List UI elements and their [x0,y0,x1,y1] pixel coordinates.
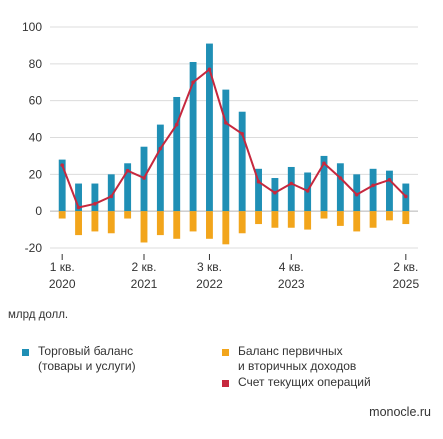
trade-balance-bar-1 [75,183,82,212]
current-account-point-7 [174,122,179,127]
trade-balance-bar-7 [173,96,181,212]
legend-item-current-account: Счет текущих операций [222,375,371,390]
x-tick-year-label-0: 2020 [49,277,76,291]
income-balance-bar-3 [107,211,115,234]
x-tick-quarter-label-0: 1 кв. [50,260,75,274]
current-account-point-13 [273,190,277,195]
trade-balance-bar-11 [238,111,246,212]
legend-label-trade-line1: Торговый баланс [38,344,134,358]
income-balance-bar-8 [189,211,197,232]
legend-swatch-income-balance [222,349,229,356]
x-tick-quarter-label-14: 4 кв. [279,260,304,274]
source-credit: monocle.ru [369,405,431,419]
current-account-point-3 [109,194,114,199]
income-balance-bar-13 [271,211,279,228]
current-account-line [61,68,407,209]
x-tick-quarter-label-21: 2 кв. [393,260,418,274]
y-tick-label-80: 80 [29,57,43,71]
current-account-point-14 [289,181,294,186]
income-balance-bar-5 [140,211,148,243]
trade-balance-bar-20 [386,170,393,212]
trade-balance-bar-18 [353,174,361,212]
income-balance-bar-18 [353,211,361,232]
x-tick-year-label-14: 2023 [278,277,305,291]
legend-label-current-account: Счет текущих операций [238,375,371,389]
trade-balance-bar-14 [287,166,295,212]
current-account-point-11 [240,132,244,136]
y-tick-label-40: 40 [29,131,43,145]
current-account-point-6 [158,146,163,151]
income-balance-bar-10 [222,211,230,245]
current-account-point-21 [404,194,408,199]
current-account-point-12 [256,179,261,184]
current-account-point-18 [354,192,359,197]
income-balance-bar-2 [91,211,99,232]
y-tick-label-60: 60 [29,94,43,108]
income-balance-bar-4 [124,211,132,219]
y-tick-label-20: 20 [29,167,43,181]
current-account-point-8 [191,80,195,85]
trade-balance-bar-3 [107,174,115,212]
income-balance-bar-11 [238,211,246,234]
x-tick-year-label-21: 2025 [392,277,419,291]
trade-balance-bar-16 [320,155,328,212]
income-balance-bar-0 [58,211,66,219]
income-balance-bar-6 [156,211,164,236]
trade-balance-bar-2 [91,183,99,212]
y-tick-label-100: 100 [22,20,42,34]
current-account-point-4 [125,168,130,173]
legend-label-trade-line2: (товары и услуги) [38,359,136,373]
income-balance-bar-19 [369,211,377,228]
current-account-point-16 [322,161,326,166]
current-account-point-10 [224,120,228,125]
income-balance-bar-17 [336,211,344,226]
legend-swatch-current-account [222,380,229,387]
trade-balance-bar-17 [336,163,344,212]
income-balance-bar-16 [320,211,328,219]
y-tick-label-0: 0 [35,204,42,218]
income-balance-bar-7 [173,211,181,239]
trade-balance-bar-10 [222,89,230,212]
legend-label-income-line2: и вторичных доходов [238,359,357,373]
income-balance-bar-20 [386,211,393,221]
current-account-point-17 [338,176,343,180]
trade-balance-bar-4 [124,163,132,212]
current-account-point-2 [93,202,97,206]
current-account-point-20 [387,178,392,182]
current-account-point-9 [207,67,212,72]
x-tick-quarter-label-5: 2 кв. [132,260,157,274]
trade-balance-bar-6 [156,124,164,212]
income-balance-bar-21 [402,211,410,225]
legend-swatch-trade-balance [22,349,29,356]
chart-plot: -20 0 20 40 60 80 100 1 кв. 2020 2 кв. 2021 3 кв. 20… [22,20,420,291]
current-account-point-15 [305,189,310,193]
trade-balance-bar-19 [369,168,377,212]
current-account-point-1 [76,205,81,210]
y-axis-unit-label: млрд долл. [8,309,69,321]
trade-balance-bar-0 [58,159,66,212]
x-tick-quarter-label-9: 3 кв. [197,260,222,274]
income-balance-bar-9 [206,211,213,239]
trade-balance-bar-12 [255,168,262,212]
legend-item-income-balance: Баланс первичных и вторичных доходов [222,344,356,374]
y-tick-label--20: -20 [25,241,43,255]
trade-balance-bar-8 [189,61,197,212]
income-balance-bar-1 [75,211,82,236]
trade-balance-bar-9 [206,43,213,212]
x-tick-year-label-9: 2022 [196,277,223,291]
current-account-point-5 [142,176,146,180]
income-balance-bar-12 [255,211,262,225]
trade-balance-bar-13 [271,178,279,212]
current-account-point-0 [60,163,64,167]
x-tick-year-label-5: 2021 [131,277,158,291]
income-balance-bar-15 [304,211,312,230]
legend-item-trade-balance: Торговый баланс (товары и услуги) [22,344,136,374]
current-account-point-19 [371,183,375,188]
legend-label-income-line1: Баланс первичных [238,344,343,358]
income-balance-bar-14 [287,211,295,228]
